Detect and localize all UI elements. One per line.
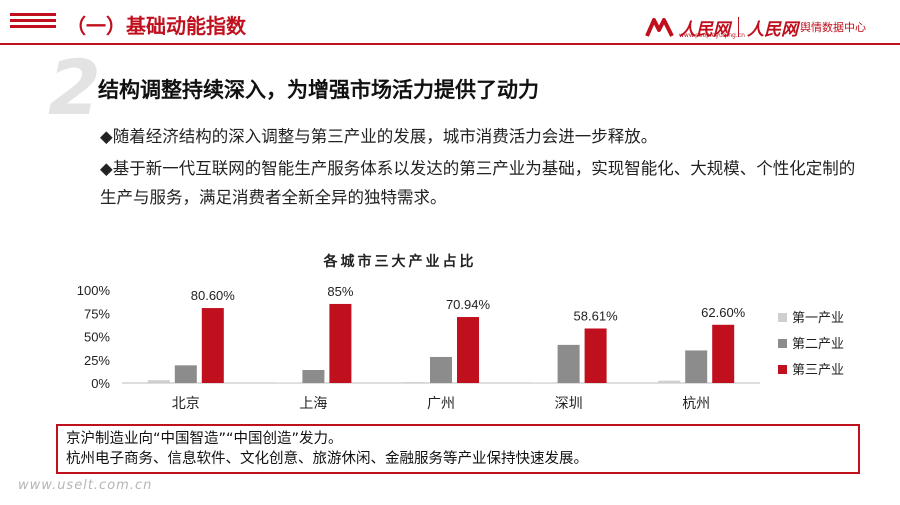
bar-第一产业-上海 bbox=[275, 382, 298, 384]
x-tick-label: 上海 bbox=[299, 396, 327, 412]
section-subtitle: 结构调整持续深入，为增强市场活力提供了动力 bbox=[98, 78, 539, 102]
bar-第二产业-上海 bbox=[302, 369, 325, 383]
bar-第一产业-深圳 bbox=[530, 382, 553, 384]
bar-第二产业-深圳 bbox=[557, 344, 580, 383]
brand-center: 舆情数据中心 bbox=[800, 21, 866, 34]
bullet-item: ◆随着经济结构的深入调整与第三产业的发展，城市消费活力会进一步释放。 bbox=[100, 127, 658, 146]
y-tick-label: 100% bbox=[77, 283, 111, 298]
legend-label: 第三产业 bbox=[792, 363, 844, 378]
bar-第三产业-杭州 bbox=[712, 324, 735, 383]
bar-第一产业-广州 bbox=[403, 382, 425, 383]
bar-第三产业-北京 bbox=[201, 308, 224, 383]
brand-logo-2: 人民网 bbox=[747, 19, 798, 40]
x-tick-label: 北京 bbox=[172, 396, 200, 412]
bar-第二产业-杭州 bbox=[685, 350, 708, 383]
legend-swatch bbox=[778, 365, 787, 374]
bar-第二产业-北京 bbox=[174, 365, 197, 383]
data-label: 70.94% bbox=[446, 297, 491, 312]
y-tick-label: 25% bbox=[84, 353, 110, 368]
legend-swatch bbox=[778, 339, 787, 348]
bar-第三产业-深圳 bbox=[584, 328, 607, 383]
bar-第二产业-广州 bbox=[430, 356, 452, 383]
legend-label: 第一产业 bbox=[792, 311, 844, 326]
y-tick-label: 75% bbox=[84, 306, 110, 321]
y-tick-label: 0% bbox=[91, 376, 110, 391]
x-tick-label: 深圳 bbox=[555, 396, 583, 412]
brand-divider bbox=[738, 17, 739, 37]
chart-title: 各城市三大产业占比 bbox=[323, 254, 477, 270]
bar-第一产业-杭州 bbox=[658, 380, 681, 383]
bullet-list: ◆随着经济结构的深入调整与第三产业的发展，城市消费活力会进一步释放。 ◆基于新一… bbox=[100, 122, 870, 215]
legend-label: 第二产业 bbox=[792, 337, 844, 352]
data-label: 80.60% bbox=[191, 288, 236, 303]
header-title: （一）基础动能指数 bbox=[66, 14, 246, 38]
header-rule bbox=[0, 43, 900, 45]
y-tick-label: 50% bbox=[84, 330, 110, 345]
watermark: www.uselt.com.cn bbox=[18, 478, 153, 493]
header-marker-icon bbox=[10, 13, 56, 35]
brand: 人民网 www.peopleyuqing.cn 人民网 舆情数据中心 bbox=[645, 14, 866, 40]
legend-swatch bbox=[778, 313, 787, 322]
data-label: 58.61% bbox=[574, 308, 619, 323]
people-logo-icon bbox=[645, 18, 674, 37]
bar-第三产业-上海 bbox=[329, 303, 352, 383]
note-line: 京沪制造业向“中国智造”“中国创造”发力。 bbox=[66, 431, 343, 447]
note-line: 杭州电子商务、信息软件、文化创意、旅游休闲、金融服务等产业保持快速发展。 bbox=[66, 451, 588, 467]
bar-第三产业-广州 bbox=[457, 317, 479, 383]
x-tick-label: 杭州 bbox=[682, 396, 710, 412]
data-label: 85% bbox=[327, 284, 353, 299]
header: （一）基础动能指数 人民网 www.peopleyuqing.cn 人民网 舆情… bbox=[0, 0, 900, 45]
industry-share-chart: 0% 25% 50% 75% 100% 80.60% 北京 85% 上海 70.94% 广州 58.6… bbox=[77, 283, 844, 412]
bullet-item: ◆基于新一代互联网的智能生产服务体系以发达的第三产业为基础，实现智能化、大规模、… bbox=[100, 159, 856, 207]
bar-第一产业-北京 bbox=[147, 380, 170, 383]
x-tick-label: 广州 bbox=[427, 396, 455, 412]
section-number: 2 bbox=[48, 43, 101, 132]
data-label: 62.60% bbox=[701, 305, 746, 320]
brand-logo: 人民网 bbox=[679, 19, 730, 40]
brand-domain: www.peopleyuqing.cn bbox=[679, 32, 745, 39]
note-box: 京沪制造业向“中国智造”“中国创造”发力。 杭州电子商务、信息软件、文化创意、旅… bbox=[56, 424, 860, 474]
